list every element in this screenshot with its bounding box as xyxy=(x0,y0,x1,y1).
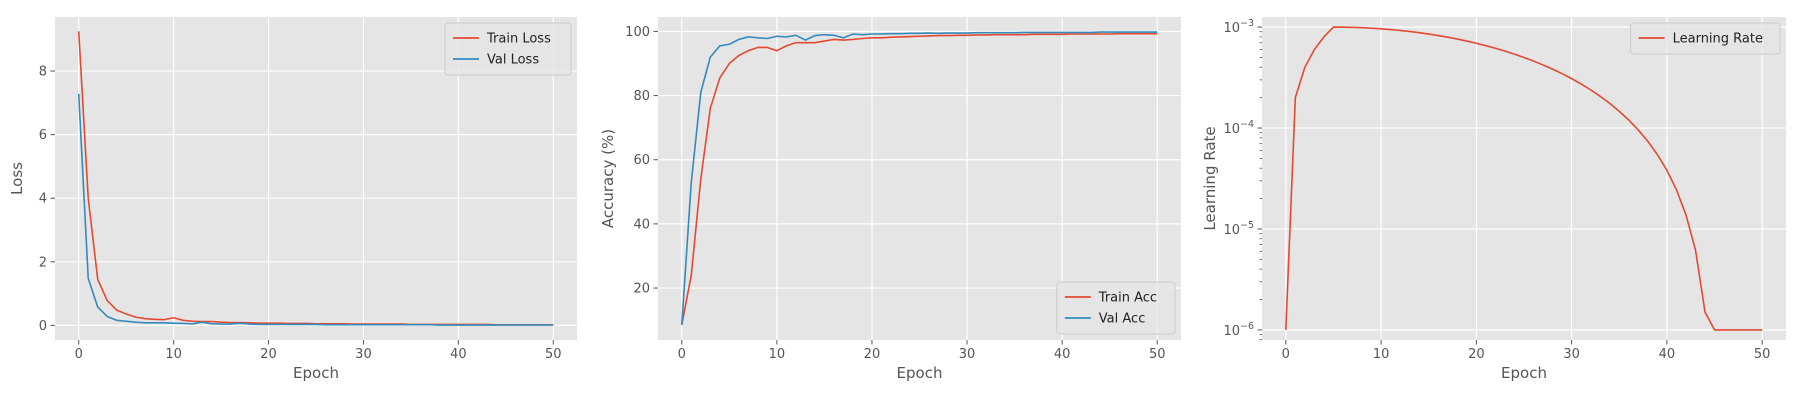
legend-label: Train Loss xyxy=(486,32,551,47)
x-tick-label: 0 xyxy=(75,347,83,362)
y-tick-label: 10−3 xyxy=(1223,18,1254,36)
y-tick-label: 6 xyxy=(39,128,47,143)
x-tick-label: 30 xyxy=(1563,347,1580,362)
x-tick-label: 50 xyxy=(1754,347,1771,362)
y-tick-label: 80 xyxy=(633,89,650,104)
x-tick-label: 10 xyxy=(769,347,786,362)
x-tick-label: 40 xyxy=(1659,347,1676,362)
x-tick-label: 0 xyxy=(1282,347,1290,362)
y-tick-exponent: −4 xyxy=(1240,119,1254,130)
y-tick-label: 10−6 xyxy=(1223,321,1254,339)
x-tick-label: 20 xyxy=(1468,347,1485,362)
x-tick-label: 50 xyxy=(1149,347,1166,362)
plot-area xyxy=(1262,17,1786,340)
legend-label: Val Acc xyxy=(1099,312,1146,327)
y-tick-label: 0 xyxy=(39,319,47,334)
y-tick-label: 2 xyxy=(39,255,47,270)
x-tick-label: 30 xyxy=(355,347,372,362)
x-axis-label: Epoch xyxy=(897,364,943,382)
legend-box xyxy=(1056,281,1176,335)
x-tick-label: 50 xyxy=(545,347,562,362)
y-tick-label: 100 xyxy=(625,25,650,40)
legend-label: Val Loss xyxy=(487,53,539,68)
x-tick-label: 20 xyxy=(260,347,277,362)
legend: Train Loss Val Loss xyxy=(444,22,572,76)
y-axis-label: Learning Rate xyxy=(1201,126,1219,230)
chart-panel-2: 0 10 20 30 40 50 20 40 60 80 100 Epoch Accuracy (%) T… xyxy=(599,17,1181,382)
x-tick-label: 20 xyxy=(864,347,881,362)
legend: Train Acc Val Acc xyxy=(1056,281,1176,335)
series-line-val-acc xyxy=(680,31,1158,325)
y-tick-exponent: −5 xyxy=(1240,220,1254,231)
x-tick-label: 0 xyxy=(678,347,686,362)
series-line-train-acc xyxy=(680,32,1158,326)
legend-box xyxy=(444,22,572,76)
legend-label: Learning Rate xyxy=(1673,32,1763,47)
y-axis-label: Loss xyxy=(8,162,26,195)
series-line-val-loss xyxy=(77,93,554,326)
x-axis-label: Epoch xyxy=(293,364,339,382)
chart-panel-3: 0 10 20 30 40 5010−610−510−410−3EpochLearning… xyxy=(1201,17,1786,382)
legend: Learning Rate xyxy=(1630,22,1781,55)
x-tick-label: 10 xyxy=(1373,347,1390,362)
y-tick-base: 10 xyxy=(1223,324,1240,339)
legend-label: Train Acc xyxy=(1098,291,1157,306)
y-tick-label: 20 xyxy=(633,282,650,297)
legend-box xyxy=(1630,22,1781,55)
x-tick-label: 10 xyxy=(165,347,182,362)
y-tick-label: 40 xyxy=(633,217,650,232)
y-tick-label: 4 xyxy=(39,192,47,207)
x-tick-label: 40 xyxy=(450,347,467,362)
chart-panel-1: 0 10 20 30 40 50 0 2 4 6 8 Epoch Loss Train Loss Val L… xyxy=(8,17,577,382)
y-tick-exponent: −6 xyxy=(1240,321,1254,332)
y-tick-label: 8 xyxy=(39,65,47,80)
y-tick-base: 10 xyxy=(1223,122,1240,137)
y-tick-label: 60 xyxy=(633,153,650,168)
y-axis-label: Accuracy (%) xyxy=(599,129,617,228)
y-tick-exponent: −3 xyxy=(1240,18,1254,29)
x-tick-label: 40 xyxy=(1054,347,1071,362)
y-tick-label: 10−4 xyxy=(1223,119,1254,137)
x-axis-label: Epoch xyxy=(1501,364,1547,382)
x-tick-label: 30 xyxy=(959,347,976,362)
y-tick-base: 10 xyxy=(1223,223,1240,238)
y-tick-label: 10−5 xyxy=(1223,220,1254,238)
series-line-learning-rate xyxy=(1285,26,1763,331)
y-tick-base: 10 xyxy=(1223,21,1240,36)
